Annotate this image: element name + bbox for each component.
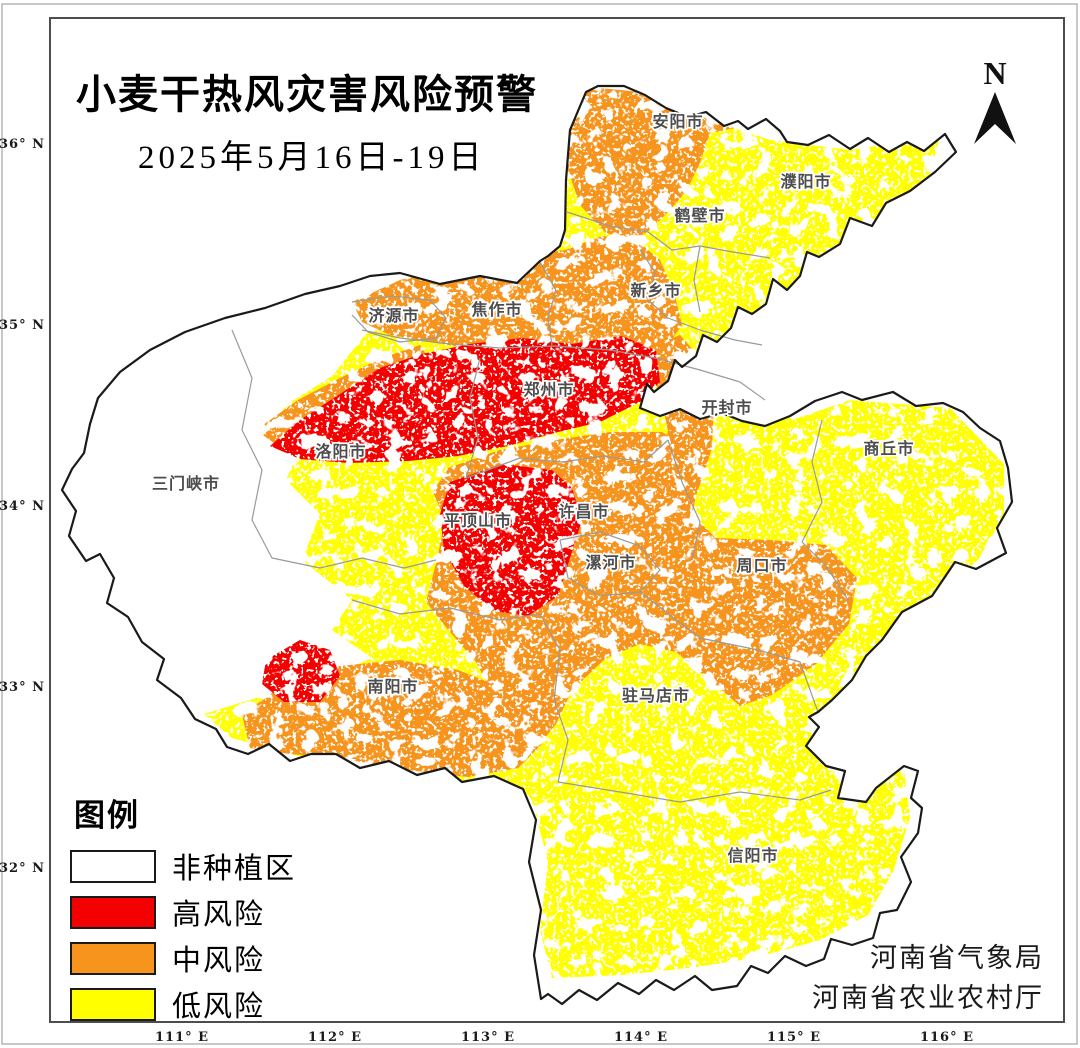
attribution-line-1: 河南省气象局 <box>870 943 1044 973</box>
city-label-焦作市: 焦作市 <box>470 300 522 319</box>
city-label-商丘市: 商丘市 <box>863 439 914 458</box>
lon-tick-label: 115° E <box>767 1030 821 1045</box>
legend-title: 图例 <box>74 798 140 833</box>
legend-swatch-medium-risk <box>70 941 156 975</box>
lat-tick-label: 32° N <box>0 861 45 876</box>
city-label-新乡市: 新乡市 <box>630 281 681 300</box>
lat-tick-label: 34° N <box>0 499 45 514</box>
longitude-axis: 111° E 112° E 113° E 114° E 115° E 116° E <box>155 1030 974 1045</box>
legend-swatch-high-risk <box>70 895 156 929</box>
city-label-开封市: 开封市 <box>701 398 752 417</box>
legend-item-high-risk: 高风险 <box>70 895 400 931</box>
north-arrow: N <box>974 55 1016 144</box>
legend-item-low-risk: 低风险 <box>70 987 400 1023</box>
legend: 图例 非种植区 高风险 中风险 低风险 <box>70 790 400 1033</box>
lat-tick-label: 35° N <box>0 318 45 333</box>
lon-tick-label: 112° E <box>308 1030 362 1045</box>
city-label-濮阳市: 濮阳市 <box>780 172 831 191</box>
lat-tick-label: 36° N <box>0 137 45 152</box>
legend-label: 非种植区 <box>172 853 297 885</box>
lon-tick-label: 116° E <box>920 1030 974 1045</box>
map-date-range: 2025年5月16日-19日 <box>138 140 486 176</box>
latitude-axis: 36° N 35° N 34° N 33° N 32° N <box>0 137 45 876</box>
city-label-许昌市: 许昌市 <box>558 502 609 521</box>
city-label-南阳市: 南阳市 <box>367 677 418 696</box>
city-label-三门峡市: 三门峡市 <box>152 474 220 493</box>
attribution: 河南省气象局 河南省农业农村厅 <box>812 938 1044 1018</box>
city-label-漯河市: 漯河市 <box>585 553 636 572</box>
north-arrow-icon <box>974 92 1016 144</box>
legend-label: 高风险 <box>172 899 266 931</box>
legend-swatch-nonplanting <box>70 849 156 883</box>
city-label-郑州市: 郑州市 <box>523 380 574 399</box>
attribution-line-2: 河南省农业农村厅 <box>812 983 1044 1013</box>
city-boundaries <box>231 211 849 803</box>
legend-item-nonplanting: 非种植区 <box>70 849 400 885</box>
city-label-驻马店市: 驻马店市 <box>622 686 690 705</box>
city-label-周口市: 周口市 <box>736 556 787 575</box>
lon-tick-label: 114° E <box>614 1030 668 1045</box>
city-label-平顶山市: 平顶山市 <box>444 511 512 530</box>
city-label-济源市: 济源市 <box>368 306 419 325</box>
legend-label: 中风险 <box>172 945 266 977</box>
legend-item-medium-risk: 中风险 <box>70 941 400 977</box>
lon-tick-label: 113° E <box>461 1030 515 1045</box>
city-label-安阳市: 安阳市 <box>652 112 703 131</box>
legend-swatch-low-risk <box>70 987 156 1021</box>
legend-label: 低风险 <box>172 991 266 1023</box>
city-label-鹤壁市: 鹤壁市 <box>674 206 725 225</box>
city-label-信阳市: 信阳市 <box>727 846 778 865</box>
lon-tick-label: 111° E <box>155 1030 209 1045</box>
north-arrow-label: N <box>983 55 1006 91</box>
city-label-洛阳市: 洛阳市 <box>315 442 366 461</box>
map-title: 小麦干热风灾害风险预警 <box>76 73 538 117</box>
province-outline <box>60 84 1014 1006</box>
lat-tick-label: 33° N <box>0 680 45 695</box>
page-border <box>1 3 1078 1045</box>
